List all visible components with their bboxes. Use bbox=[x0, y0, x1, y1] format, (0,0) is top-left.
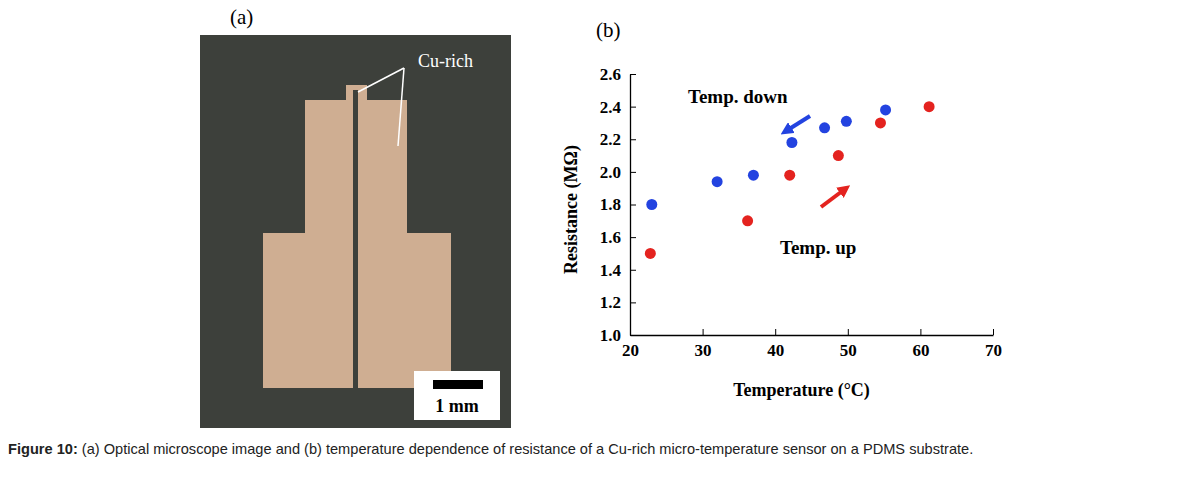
panel-a: Cu-rich 1 mm bbox=[200, 35, 511, 428]
tick: 1.6 bbox=[600, 228, 636, 247]
tick-label: 1.6 bbox=[600, 228, 621, 247]
point bbox=[784, 170, 795, 181]
tick-label: 70 bbox=[985, 341, 1002, 360]
arrow bbox=[821, 189, 845, 207]
chart: 20 30 40 50 60 70 1.0 1.2 1.4 1.6 1.8 2.0 2.2 2.4 2.6 T… bbox=[561, 65, 1002, 401]
panel-label: (b) bbox=[596, 18, 621, 42]
point bbox=[819, 122, 830, 133]
tick-label: 20 bbox=[622, 341, 639, 360]
point bbox=[712, 176, 723, 187]
series bbox=[645, 101, 935, 259]
tick-mark bbox=[630, 172, 636, 173]
tick: 1.4 bbox=[600, 261, 636, 280]
tick-mark bbox=[775, 329, 776, 335]
points bbox=[645, 101, 935, 259]
scale-bar bbox=[433, 380, 483, 389]
caption-text: (a) Optical microscope image and (b) tem… bbox=[82, 441, 973, 457]
image-annotation: Cu-rich bbox=[418, 51, 473, 71]
point bbox=[875, 117, 886, 128]
tick-label: 1.4 bbox=[600, 261, 622, 280]
point bbox=[742, 215, 753, 226]
tick-mark bbox=[703, 329, 704, 335]
point bbox=[786, 137, 797, 148]
tick-label: 2.4 bbox=[600, 98, 622, 117]
caption: Figure 10: (a) Optical microscope image … bbox=[8, 438, 1180, 460]
tick-label: 30 bbox=[695, 341, 712, 360]
annotation-line bbox=[358, 68, 404, 92]
tick-label: 40 bbox=[767, 341, 784, 360]
tick: 50 bbox=[840, 329, 857, 360]
scale-box bbox=[414, 371, 500, 420]
figure: Cu-rich1 mm(a)(b)2030405060701.01.21.41.… bbox=[0, 0, 1186, 491]
point bbox=[833, 150, 844, 161]
tick-mark bbox=[630, 237, 636, 238]
series-label: Temp. down bbox=[688, 86, 788, 107]
image-background bbox=[200, 35, 511, 428]
point bbox=[645, 248, 656, 259]
annotation-line bbox=[398, 68, 404, 146]
tick-mark bbox=[920, 329, 921, 335]
point bbox=[880, 104, 891, 115]
axis-line bbox=[631, 335, 994, 336]
tick: 40 bbox=[767, 329, 784, 360]
tick-label: 2.2 bbox=[600, 130, 621, 149]
tick: 2.0 bbox=[600, 163, 636, 182]
tick-mark bbox=[993, 329, 994, 335]
y-axis-title: Resistance (MΩ) bbox=[561, 145, 582, 274]
caption-label: Figure 10: bbox=[8, 441, 78, 457]
tick-label: 60 bbox=[912, 341, 929, 360]
tick-label: 1.0 bbox=[600, 326, 621, 345]
x-axis: 20 30 40 50 60 70 bbox=[622, 329, 1002, 360]
panel-label: (a) bbox=[230, 5, 253, 29]
tick-label: 1.8 bbox=[600, 195, 621, 214]
tick: 2.6 bbox=[600, 65, 636, 84]
series-label: Temp. up bbox=[780, 237, 856, 258]
tick-mark bbox=[630, 139, 636, 140]
tick-label: 50 bbox=[840, 341, 857, 360]
tick: 1.2 bbox=[600, 293, 636, 312]
y-axis: 1.0 1.2 1.4 1.6 1.8 2.0 2.2 2.4 2.6 bbox=[600, 65, 636, 345]
tick-label: 2.6 bbox=[600, 65, 621, 84]
tick-mark bbox=[630, 205, 636, 206]
tick: 70 bbox=[985, 329, 1002, 360]
arrow bbox=[786, 116, 810, 131]
tick-label: 1.2 bbox=[600, 293, 621, 312]
tick-label: 2.0 bbox=[600, 163, 621, 182]
sensor-gap bbox=[353, 90, 358, 388]
point bbox=[841, 116, 852, 127]
point bbox=[646, 199, 657, 210]
tick-mark bbox=[630, 270, 636, 271]
tick-mark bbox=[630, 107, 636, 108]
tick: 2.2 bbox=[600, 130, 636, 149]
series bbox=[646, 104, 891, 210]
point bbox=[748, 170, 759, 181]
tick-mark bbox=[630, 302, 636, 303]
tick: 30 bbox=[695, 329, 712, 360]
tick-mark bbox=[630, 74, 636, 75]
tick: 60 bbox=[912, 329, 929, 360]
tick: 1.8 bbox=[600, 195, 636, 214]
tick-mark bbox=[630, 335, 636, 336]
tick: 1.0 bbox=[600, 326, 636, 345]
tick: 2.4 bbox=[600, 98, 636, 117]
x-axis-title: Temperature (°C) bbox=[733, 380, 870, 401]
point bbox=[924, 101, 935, 112]
scale-label: 1 mm bbox=[435, 396, 479, 416]
tick-mark bbox=[848, 329, 849, 335]
